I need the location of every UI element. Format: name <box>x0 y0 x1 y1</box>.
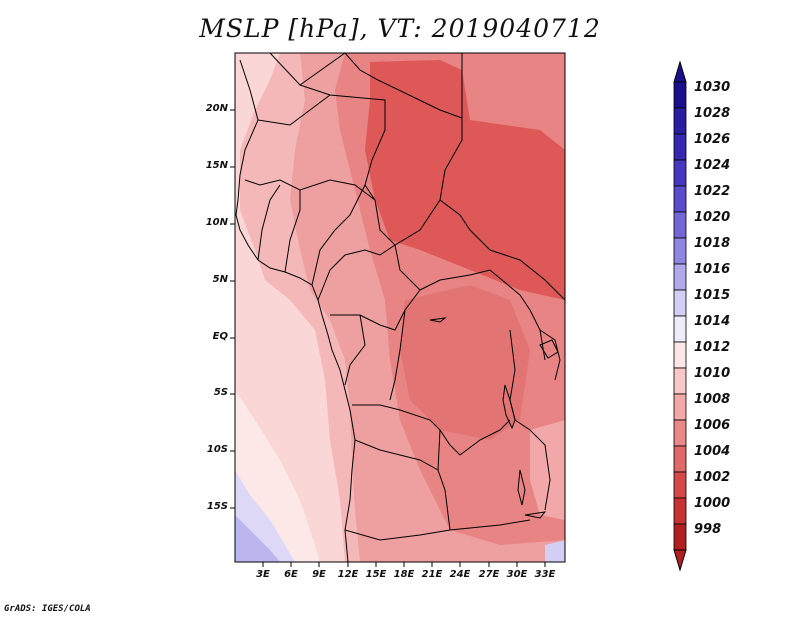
colorbar-label: 1012 <box>694 340 731 355</box>
lat-label: 15N <box>205 160 228 171</box>
map-title: MSLP [hPa], VT: 2019040712 <box>199 14 601 43</box>
colorbar-swatch <box>673 263 687 291</box>
lon-label: 33E <box>534 569 556 580</box>
lat-label: EQ <box>212 331 228 342</box>
colorbar-swatch <box>673 237 687 265</box>
colorbar-label: 1018 <box>694 236 731 251</box>
pressure-field <box>235 53 565 562</box>
colorbar-label: 1010 <box>694 366 731 381</box>
pressure-band-1004 <box>365 60 565 300</box>
colorbar-label: 998 <box>694 522 722 537</box>
colorbar-label: 1004 <box>694 444 731 459</box>
colorbar-swatch <box>673 393 687 421</box>
pressure-band-1006-south <box>400 285 530 440</box>
colorbar-label: 1024 <box>694 158 731 173</box>
colorbar-label: 1030 <box>694 80 731 95</box>
colorbar-label: 1028 <box>694 106 731 121</box>
lon-label: 9E <box>312 569 326 580</box>
lon-label: 15E <box>365 569 387 580</box>
colorbar-label: 1026 <box>694 132 731 147</box>
colorbar-swatch <box>673 315 687 343</box>
colorbar-label: 1000 <box>694 496 731 511</box>
colorbar-label: 1020 <box>694 210 731 225</box>
lon-label: 12E <box>337 569 359 580</box>
credit-text: GrADS: IGES/COLA <box>4 604 91 614</box>
colorbar-label: 1002 <box>694 470 731 485</box>
colorbar-swatch <box>673 419 687 447</box>
colorbar-swatch <box>673 133 687 161</box>
lat-label: 15S <box>206 501 228 512</box>
colorbar-swatch <box>673 81 687 109</box>
colorbar-swatch <box>673 497 687 525</box>
map-frame <box>234 52 566 563</box>
lon-label: 18E <box>393 569 415 580</box>
lat-label: 5N <box>212 274 228 285</box>
colorbar-swatch <box>673 107 687 135</box>
colorbar-swatch <box>673 523 687 551</box>
colorbar-swatch <box>673 341 687 369</box>
lat-label: 10N <box>205 217 228 228</box>
colorbar-swatch <box>673 185 687 213</box>
colorbar-label: 1014 <box>694 314 731 329</box>
colorbar-swatch <box>673 471 687 499</box>
colorbar-swatch <box>673 211 687 239</box>
colorbar-swatch <box>673 289 687 317</box>
colorbar-swatch <box>673 445 687 473</box>
colorbar-swatch <box>673 159 687 187</box>
colorbar-label: 1022 <box>694 184 731 199</box>
lon-label: 30E <box>506 569 528 580</box>
lon-label: 3E <box>256 569 270 580</box>
pressure-band-1018 <box>235 515 280 562</box>
lon-label: 6E <box>284 569 298 580</box>
axis-ticks <box>230 109 546 567</box>
lat-label: 20N <box>205 103 228 114</box>
colorbar-label: 1008 <box>694 392 731 407</box>
lon-label: 27E <box>478 569 500 580</box>
colorbar <box>673 60 687 572</box>
colorbar-swatch <box>673 367 687 395</box>
colorbar-label: 1016 <box>694 262 731 277</box>
colorbar-label: 1015 <box>694 288 731 303</box>
lat-label: 5S <box>213 387 228 398</box>
lon-label: 21E <box>421 569 443 580</box>
colorbar-label: 1006 <box>694 418 731 433</box>
lat-label: 10S <box>206 444 228 455</box>
colorbar-bottom-arrow <box>673 549 687 572</box>
colorbar-top-arrow <box>673 60 687 83</box>
lon-label: 24E <box>449 569 471 580</box>
lakes <box>429 317 559 519</box>
